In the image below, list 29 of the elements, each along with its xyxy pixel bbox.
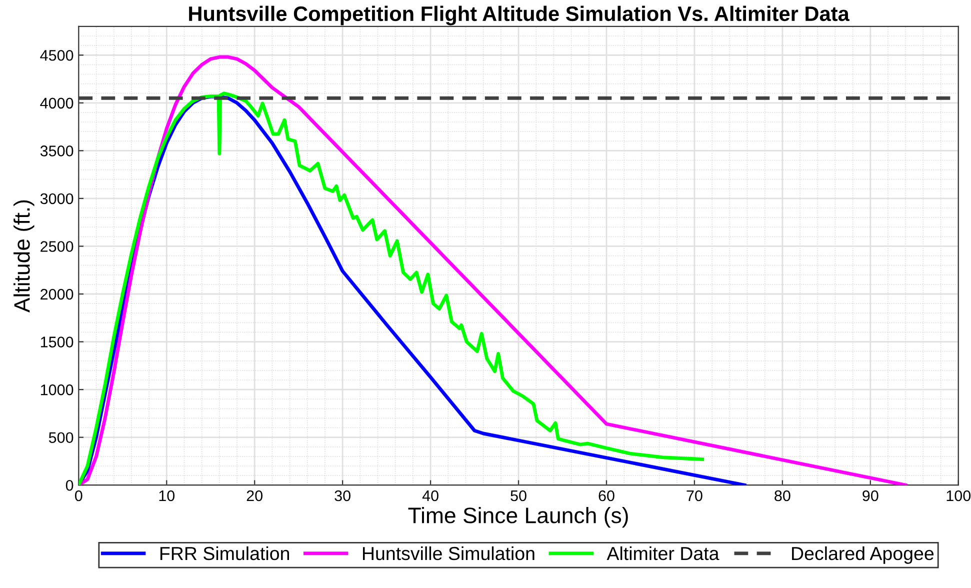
- x-tick-label: 50: [510, 490, 526, 502]
- x-axis-title: Time Since Launch (s): [408, 506, 628, 528]
- y-tick-label: 0: [66, 480, 74, 491]
- x-tick-label: 70: [686, 490, 702, 502]
- y-tick-label: 3000: [40, 193, 74, 204]
- x-tick-label: 80: [774, 490, 790, 502]
- x-tick-label: 100: [946, 490, 971, 502]
- y-tick-label: 2000: [40, 288, 74, 300]
- x-tick-label: 40: [422, 490, 438, 502]
- x-tick-label: 60: [598, 490, 614, 502]
- y-tick-label: 1000: [40, 384, 74, 396]
- y-tick-label: 1500: [40, 336, 74, 348]
- legend-label: Declared Apogee: [792, 546, 934, 564]
- x-tick-label: 10: [159, 490, 175, 502]
- x-tick-label: 30: [334, 490, 350, 502]
- line-series: [78, 55, 908, 486]
- x-tick-label: 90: [862, 490, 878, 502]
- legend-label: Huntsville Simulation: [362, 546, 534, 560]
- y-tick-label: 4500: [40, 50, 74, 61]
- chart-title: Huntsville Competition Flight Altitude Simulation Vs. Altimiter Data: [189, 6, 850, 26]
- y-tick-label: 3500: [40, 146, 74, 156]
- y-axis-title: Altitude (ft.): [14, 200, 34, 313]
- y-tick-label: 4000: [40, 98, 74, 109]
- x-tick-label: 20: [246, 490, 262, 502]
- legend-label: Altimiter Data: [606, 546, 720, 560]
- y-tick-label: 500: [48, 432, 74, 444]
- y-tick-label: 2500: [40, 241, 74, 252]
- x-tick-label: 0: [75, 490, 82, 502]
- legend-label: FRR Simulation: [160, 546, 289, 560]
